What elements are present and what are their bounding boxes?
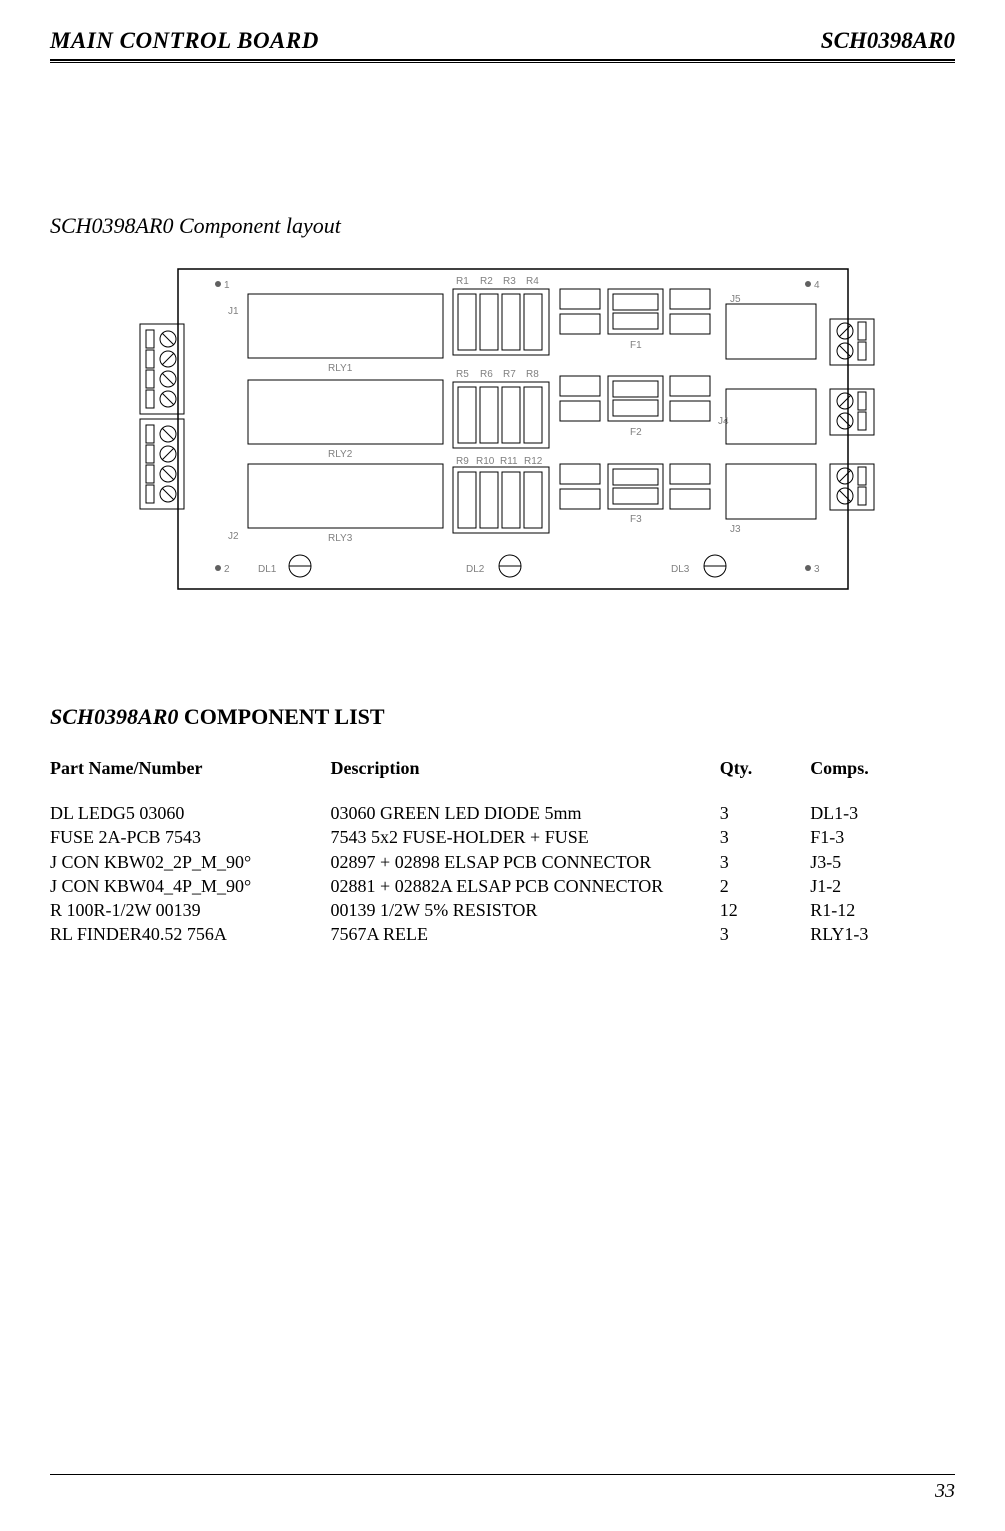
connector-j3: J3 [726, 464, 874, 535]
svg-text:R5: R5 [456, 369, 469, 380]
layout-section-title: SCH0398AR0 Component layout [50, 213, 955, 239]
list-title-rest: COMPONENT LIST [178, 704, 384, 729]
corner-2: 2 [224, 564, 230, 575]
svg-text:F2: F2 [630, 427, 642, 438]
footer-rule [50, 1474, 955, 1475]
relay-rly3: RLY3 [248, 464, 443, 544]
table-row: DL LEDG5 03060 03060 GREEN LED DIODE 5mm… [50, 801, 955, 825]
svg-text:RLY1: RLY1 [328, 363, 353, 374]
fuse-f3: F3 [560, 464, 710, 525]
svg-text:R4: R4 [526, 276, 539, 287]
relay-rly1: RLY1 [248, 294, 443, 374]
resistor-row-2: R5 R6 R7 R8 [453, 369, 549, 448]
svg-text:J4: J4 [718, 416, 729, 427]
svg-text:R6: R6 [480, 369, 493, 380]
table-row: J CON KBW02_2P_M_90° 02897 + 02898 ELSAP… [50, 850, 955, 874]
svg-text:RLY2: RLY2 [328, 449, 353, 460]
svg-text:R11: R11 [500, 456, 518, 467]
corner-4: 4 [814, 280, 820, 291]
svg-text:R7: R7 [503, 369, 516, 380]
svg-text:J2: J2 [228, 531, 239, 542]
page-header: MAIN CONTROL BOARD SCH0398AR0 [50, 0, 955, 61]
led-dl1: DL1 [258, 555, 311, 577]
svg-text:R1: R1 [456, 276, 469, 287]
led-dl2: DL2 [466, 555, 521, 577]
svg-text:F1: F1 [630, 340, 642, 351]
connector-j1: J1 [140, 306, 239, 414]
table-header-row: Part Name/Number Description Qty. Comps. [50, 758, 955, 801]
table-row: RL FINDER40.52 756A 7567A RELE 3 RLY1-3 [50, 922, 955, 946]
svg-text:F3: F3 [630, 514, 642, 525]
svg-text:R3: R3 [503, 276, 516, 287]
svg-text:J1: J1 [228, 306, 239, 317]
table-row: J CON KBW04_4P_M_90° 02881 + 02882A ELSA… [50, 874, 955, 898]
pcb-layout-diagram: 1 4 2 3 [118, 264, 888, 609]
svg-text:R8: R8 [526, 369, 539, 380]
table-row: FUSE 2A-PCB 7543 7543 5x2 FUSE-HOLDER + … [50, 825, 955, 849]
connector-j2: J2 [140, 419, 239, 542]
component-list-table: Part Name/Number Description Qty. Comps.… [50, 758, 955, 947]
pcb-svg: 1 4 2 3 [118, 264, 888, 604]
component-list-title: SCH0398AR0 COMPONENT LIST [50, 704, 955, 730]
svg-text:R9: R9 [456, 456, 469, 467]
list-title-code: SCH0398AR0 [50, 704, 178, 729]
col-description: Description [331, 758, 720, 801]
header-right-code: SCH0398AR0 [821, 28, 955, 54]
corner-3: 3 [814, 564, 820, 575]
header-rule [50, 62, 955, 63]
col-part-name: Part Name/Number [50, 758, 331, 801]
resistor-row-3: R9 R10 R11 R12 [453, 456, 549, 533]
connector-j4: J4 [718, 389, 874, 444]
svg-text:J3: J3 [730, 524, 741, 535]
header-left-title: MAIN CONTROL BOARD [50, 28, 319, 54]
led-dl3: DL3 [671, 555, 726, 577]
svg-text:DL1: DL1 [258, 564, 277, 575]
page-number: 33 [935, 1480, 955, 1503]
connector-j5: J5 [726, 294, 874, 365]
svg-text:J5: J5 [730, 294, 741, 305]
svg-text:R10: R10 [476, 456, 495, 467]
corner-1: 1 [224, 280, 230, 291]
svg-text:DL3: DL3 [671, 564, 690, 575]
table-body: DL LEDG5 03060 03060 GREEN LED DIODE 5mm… [50, 801, 955, 947]
svg-text:DL2: DL2 [466, 564, 485, 575]
table-row: R 100R-1/2W 00139 00139 1/2W 5% RESISTOR… [50, 898, 955, 922]
fuse-f1: F1 [560, 289, 710, 351]
svg-text:R2: R2 [480, 276, 493, 287]
fuse-f2: F2 [560, 376, 710, 438]
relay-rly2: RLY2 [248, 380, 443, 460]
col-comps: Comps. [810, 758, 955, 801]
resistor-row-1: R1 R2 R3 R4 [453, 276, 549, 355]
col-qty: Qty. [720, 758, 811, 801]
svg-text:RLY3: RLY3 [328, 533, 353, 544]
svg-text:R12: R12 [524, 456, 543, 467]
